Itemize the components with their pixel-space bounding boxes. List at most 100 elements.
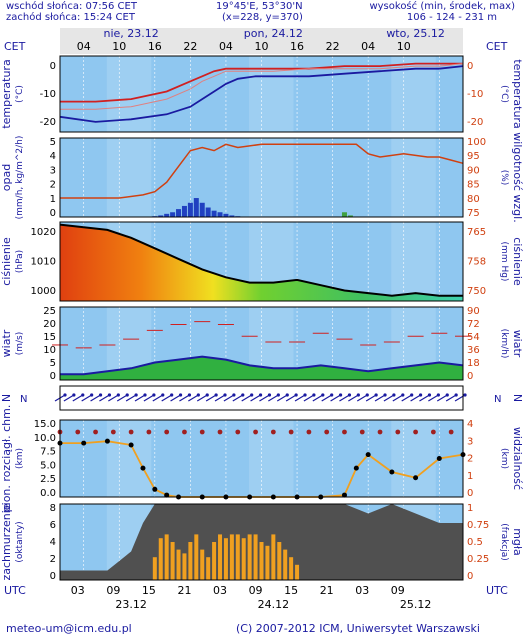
wind-arrow-head	[276, 393, 280, 397]
cloud-extent-point	[306, 429, 312, 435]
hour-label-bottom: 03	[355, 584, 369, 597]
wind-kmh-tick: 72	[467, 319, 480, 330]
coords-text: 19°45'E, 53°30'N	[216, 1, 303, 12]
wind-arrow	[90, 394, 101, 402]
precip-tick: 3	[50, 165, 56, 176]
temperature-left-label: temperatura	[0, 59, 13, 128]
cloud-extent-point	[448, 429, 454, 435]
hour-label-bottom: 21	[177, 584, 191, 597]
wind-arrow-head	[347, 393, 352, 397]
cloud-extent-tick: 15.0	[34, 419, 56, 430]
wind-tick: 5	[50, 358, 56, 369]
hour-label-top: 16	[290, 40, 304, 53]
wind-panel-frame	[59, 306, 464, 381]
pressure-right-label: ciśnienie	[511, 237, 523, 286]
wind-arrow-head	[196, 393, 200, 397]
wind-tick: 0	[50, 371, 56, 382]
wind-arrow	[223, 394, 235, 402]
wind-arrow	[401, 394, 413, 402]
visibility-point	[353, 465, 359, 471]
cloud-okta-tick: 2	[50, 554, 56, 565]
hour-label-top: 04	[219, 40, 233, 53]
cloud-extent-tick: 0.0	[40, 488, 56, 499]
temp-tick: -20	[40, 117, 56, 128]
pressure-panel-frame	[59, 221, 464, 302]
wind-arrow	[205, 394, 217, 402]
wind-arrow	[116, 394, 128, 402]
pressure-tick: 1000	[31, 286, 56, 297]
cloud-extent-point	[377, 429, 383, 435]
temp-tick-right: -10	[467, 89, 483, 100]
cloud-extent-point	[217, 429, 223, 435]
wind-arrow	[72, 394, 84, 402]
pressure-area	[60, 224, 463, 301]
precip-right-label: wilgotność wzgl.	[511, 132, 523, 222]
wind-arrow	[134, 394, 146, 402]
wind-arrow-head	[72, 393, 76, 397]
humidity-tick: 90	[467, 165, 480, 176]
hour-label-top: 04	[361, 40, 375, 53]
wind-arrow-head	[178, 393, 183, 397]
precip-tick: 5	[50, 137, 56, 148]
fog-bar	[194, 534, 199, 580]
visibility-point	[365, 452, 371, 458]
day-label-bottom: 24.12	[258, 598, 290, 611]
fog-bar	[223, 538, 228, 580]
visibility-point	[104, 438, 110, 444]
wind-arrow	[259, 394, 270, 402]
wind-arrow-head	[392, 393, 396, 397]
temp-series-max	[60, 62, 463, 103]
utc-left-label: UTC	[4, 584, 26, 597]
clouds-right-label: mgła	[511, 528, 523, 556]
hour-label-top: 22	[326, 40, 340, 53]
wind-arrow	[383, 394, 395, 402]
hour-label-top: 16	[148, 40, 162, 53]
cloud-extent-tick: 2.5	[40, 474, 56, 485]
precip-bar	[205, 207, 211, 217]
cloud-okta-tick: 0	[50, 571, 56, 582]
wind-arrow	[294, 394, 306, 402]
cloud-extent-point	[182, 429, 187, 435]
wind-arrow-head	[98, 393, 103, 397]
wind-arrow-head	[116, 393, 120, 397]
wind-arrow-head	[232, 393, 236, 397]
wind-arrow	[436, 394, 448, 402]
wind-arrow-head	[436, 393, 440, 397]
visibility-point	[413, 475, 419, 481]
wind-arrow-head	[187, 393, 192, 397]
pressure-left-label: ciśnienie	[0, 237, 13, 286]
visibility-tick: 0	[467, 488, 473, 499]
hour-label-top: 10	[112, 40, 126, 53]
wind-arrow-head	[374, 393, 378, 397]
pressure-left-unit: (hPa)	[15, 250, 25, 273]
fog-bar	[289, 557, 294, 580]
humidity-tick: 100	[467, 137, 486, 148]
pressure-tick: 1020	[31, 227, 56, 238]
fog-bar	[235, 534, 240, 580]
footer-email[interactable]: meteo-um@icm.edu.pl	[6, 622, 132, 635]
pressure-mmhg-tick: 758	[467, 257, 486, 268]
wind-arrow	[419, 394, 430, 402]
fog-bar	[158, 538, 163, 580]
cloud-extent-tick: 7.5	[40, 447, 56, 458]
winddir-right-label: N	[511, 394, 523, 402]
wind-arrow	[392, 394, 404, 402]
hour-label-top: 10	[397, 40, 411, 53]
wind-arrow-head	[214, 393, 218, 397]
visibility-tick: 4	[467, 419, 473, 430]
wind-arrow-head	[223, 393, 227, 397]
wind-arrow-head	[383, 393, 387, 397]
wind-arrow-head	[143, 393, 147, 397]
wind-arrow	[250, 394, 261, 402]
precip-tick: 0	[50, 208, 56, 219]
pressure-line	[59, 223, 463, 297]
wind-arrow-head	[81, 393, 85, 397]
fog-bar	[253, 534, 258, 580]
fog-bar	[229, 534, 234, 580]
wind-arrow-head	[63, 393, 67, 397]
wind-arrow	[312, 394, 324, 402]
fog-tick: 0.5	[467, 537, 483, 548]
wind-arrow-head	[205, 393, 209, 397]
precip-bar	[170, 212, 176, 217]
day-label-top: pon, 24.12	[244, 27, 303, 40]
